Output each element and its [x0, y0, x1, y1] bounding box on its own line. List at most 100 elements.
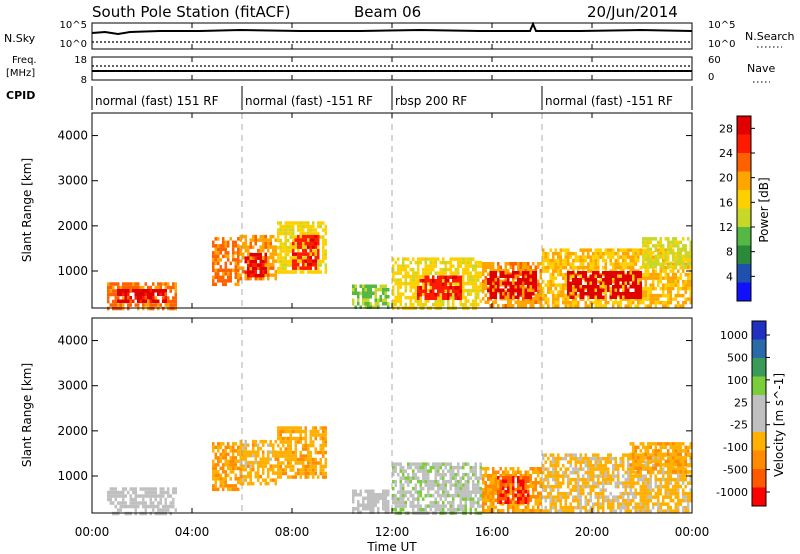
data-cell	[524, 276, 527, 280]
data-cell	[142, 292, 145, 296]
data-cell	[512, 279, 515, 283]
data-cell	[504, 479, 507, 483]
data-cell	[302, 443, 305, 448]
data-cell	[107, 285, 110, 290]
data-cell	[497, 488, 500, 492]
data-cell	[469, 469, 472, 473]
data-cell	[167, 487, 170, 491]
data-cell	[549, 502, 552, 506]
data-cell	[682, 293, 685, 298]
data-cell	[172, 487, 175, 491]
data-cell	[324, 263, 327, 267]
data-cell	[604, 258, 607, 263]
data-cell	[579, 297, 582, 301]
data-cell	[212, 470, 215, 474]
data-cell	[634, 292, 637, 296]
data-cell	[514, 288, 517, 292]
data-cell	[632, 466, 635, 471]
data-cell	[587, 292, 590, 296]
power-ylabel: Slant Range [km]	[20, 158, 34, 262]
data-cell	[562, 293, 565, 298]
data-cell	[612, 279, 615, 284]
data-cell	[392, 288, 395, 293]
data-cell	[212, 473, 215, 478]
data-cell	[587, 467, 590, 471]
data-cell	[402, 486, 405, 491]
data-cell	[304, 256, 307, 260]
data-cell	[472, 483, 475, 487]
data-cell	[479, 260, 482, 265]
data-cell	[402, 267, 405, 272]
data-cell	[229, 463, 232, 467]
noise-left-tick-top: 10^5	[60, 20, 87, 31]
data-cell	[679, 258, 682, 262]
data-cell	[424, 469, 427, 473]
data-cell	[402, 469, 405, 473]
data-cell	[652, 272, 655, 277]
data-cell	[657, 477, 660, 482]
data-cell	[457, 289, 460, 293]
data-cell	[409, 462, 412, 466]
data-cell	[677, 481, 680, 485]
data-cell	[592, 456, 595, 461]
data-cell	[274, 238, 277, 242]
data-cell	[572, 297, 575, 301]
data-cell	[404, 302, 407, 307]
data-cell	[617, 484, 620, 489]
data-cell	[464, 472, 467, 477]
data-cell	[417, 278, 420, 282]
data-cell	[677, 495, 680, 499]
data-cell	[529, 509, 532, 513]
data-cell	[299, 450, 302, 455]
data-cell	[442, 493, 445, 498]
data-cell	[579, 456, 582, 461]
data-cell	[677, 300, 680, 305]
data-cell	[382, 298, 385, 302]
data-cell	[524, 470, 527, 474]
data-cell	[599, 481, 602, 485]
data-cell	[427, 486, 430, 491]
data-cell	[484, 488, 487, 492]
data-cell	[219, 445, 222, 450]
data-cell	[454, 271, 457, 275]
data-cell	[649, 491, 652, 496]
data-cell	[137, 504, 140, 509]
noise-sky-line	[91, 21, 693, 36]
data-cell	[569, 456, 572, 461]
data-cell	[252, 234, 255, 239]
data-cell	[174, 289, 177, 293]
data-cell	[429, 296, 432, 300]
data-cell	[394, 465, 397, 470]
data-cell	[317, 221, 320, 225]
data-cell	[362, 284, 365, 288]
data-cell	[109, 497, 112, 502]
data-cell	[544, 297, 547, 301]
data-cell	[574, 463, 577, 468]
data-cell	[644, 484, 647, 489]
data-cell	[582, 297, 585, 301]
data-cell	[127, 511, 130, 516]
data-cell	[454, 281, 457, 286]
data-cell	[164, 511, 167, 516]
data-cell	[589, 279, 592, 284]
data-cell	[589, 269, 592, 273]
data-cell	[644, 269, 647, 273]
data-cell	[277, 266, 280, 271]
data-cell	[484, 300, 487, 304]
data-cell	[637, 300, 640, 305]
data-cell	[609, 502, 612, 506]
data-cell	[667, 237, 670, 241]
data-cell	[407, 472, 410, 477]
data-cell	[214, 477, 217, 481]
data-cell	[654, 495, 657, 499]
data-cell	[272, 471, 275, 475]
data-cell	[639, 285, 642, 289]
data-cell	[542, 290, 545, 294]
data-cell	[497, 470, 500, 474]
data-cell	[654, 502, 657, 506]
data-cell	[432, 302, 435, 307]
data-cell	[569, 288, 572, 292]
data-cell	[424, 476, 427, 480]
data-cell	[572, 488, 575, 492]
data-cell	[287, 224, 290, 229]
